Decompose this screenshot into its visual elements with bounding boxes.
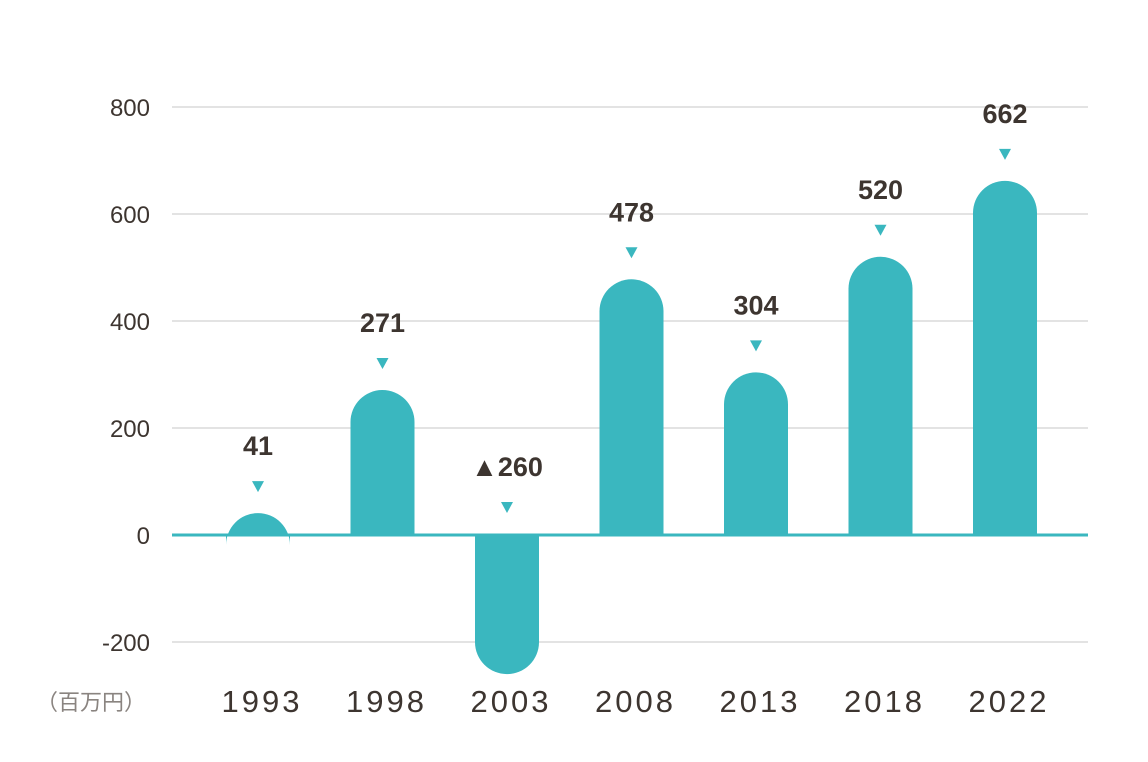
y-tick-label: 800 <box>110 95 150 122</box>
value-marker-icon <box>376 358 389 370</box>
x-tick-label: 2013 <box>720 684 801 719</box>
value-marker-icon <box>501 502 513 513</box>
value-markers <box>252 148 1011 513</box>
bar <box>724 372 788 535</box>
x-tick-label: 1993 <box>222 684 303 719</box>
value-marker-icon <box>625 247 638 259</box>
x-axis-ticks: 1993 1998 2003 2008 2013 2018 2022 <box>222 684 1050 719</box>
bar <box>350 390 415 535</box>
bar <box>226 513 290 546</box>
x-tick-label: 2018 <box>844 684 925 719</box>
x-tick-label: 1998 <box>346 684 427 719</box>
x-tick-label: 2003 <box>471 684 552 719</box>
value-marker-icon <box>874 224 887 236</box>
value-marker-icon <box>750 340 762 352</box>
data-label: 41 <box>243 431 273 461</box>
data-label: 662 <box>982 99 1027 129</box>
y-tick-label: 0 <box>137 523 150 550</box>
data-label: 304 <box>733 290 778 320</box>
bar <box>475 535 539 675</box>
value-marker-icon <box>999 148 1011 160</box>
y-axis-ticks: 800 600 400 200 0 -200 <box>102 95 150 657</box>
data-labels: 41 271 ▲260 478 304 520 662 <box>243 99 1028 482</box>
data-label: 271 <box>360 308 405 338</box>
data-label: ▲260 <box>471 452 543 482</box>
data-label: 520 <box>858 175 903 205</box>
bar <box>848 256 913 535</box>
y-tick-label: 200 <box>110 416 150 443</box>
bar <box>973 180 1037 535</box>
value-marker-icon <box>252 481 264 493</box>
bars <box>226 180 1037 675</box>
unit-label: （百万円） <box>36 691 146 716</box>
y-tick-label: 400 <box>110 309 150 336</box>
x-tick-label: 2022 <box>969 684 1050 719</box>
bar <box>599 279 664 535</box>
y-tick-label: -200 <box>102 630 150 657</box>
y-tick-label: 600 <box>110 202 150 229</box>
x-tick-label: 2008 <box>595 684 676 719</box>
data-label: 478 <box>609 197 654 227</box>
